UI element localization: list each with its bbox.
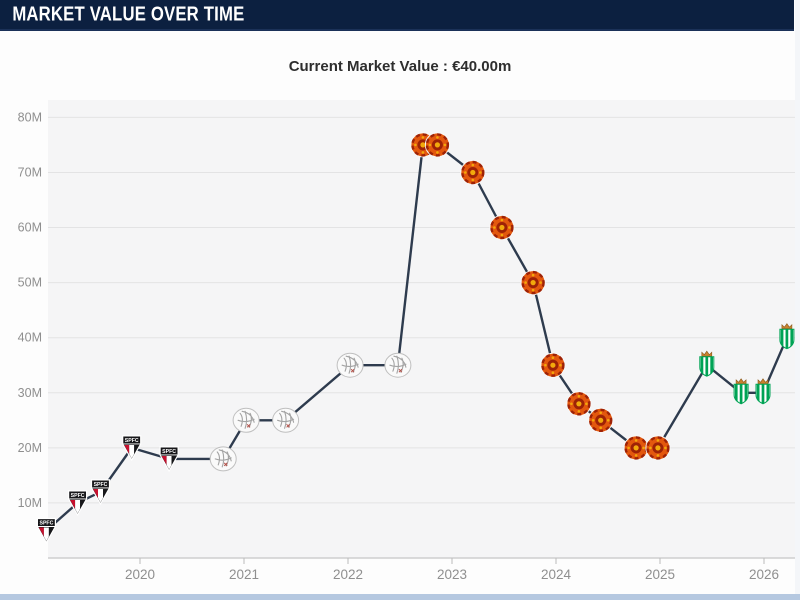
data-point-ajax[interactable] bbox=[232, 407, 260, 433]
y-axis-label: 80M bbox=[18, 110, 42, 124]
data-point-ajax[interactable] bbox=[336, 352, 364, 378]
x-axis-label: 2024 bbox=[541, 567, 572, 582]
plot-area bbox=[48, 100, 795, 558]
data-point-manchester-united[interactable] bbox=[488, 214, 516, 241]
data-point-manchester-united[interactable] bbox=[587, 407, 614, 434]
y-axis-label: 60M bbox=[18, 221, 42, 235]
data-point-ajax[interactable] bbox=[384, 352, 412, 378]
x-axis-label: 2022 bbox=[333, 567, 363, 582]
y-axis-label: 40M bbox=[18, 331, 42, 345]
x-axis-label: 2026 bbox=[749, 567, 779, 582]
right-edge-strip bbox=[795, 0, 800, 600]
x-axis-label: 2025 bbox=[645, 567, 675, 582]
page-title: MARKET VALUE OVER TIME bbox=[12, 2, 245, 26]
data-point-real-betis[interactable] bbox=[756, 379, 770, 405]
data-point-ajax[interactable] bbox=[209, 446, 237, 472]
page-header: MARKET VALUE OVER TIME bbox=[0, 0, 794, 31]
data-point-manchester-united[interactable] bbox=[424, 131, 451, 159]
bottom-edge-strip bbox=[0, 594, 800, 600]
y-axis-label: 70M bbox=[18, 165, 42, 179]
data-point-manchester-united[interactable] bbox=[644, 434, 672, 462]
data-point-manchester-united[interactable] bbox=[622, 434, 650, 462]
y-axis-label: 30M bbox=[18, 386, 42, 400]
data-point-manchester-united[interactable] bbox=[459, 159, 486, 186]
data-point-ajax[interactable] bbox=[272, 407, 300, 433]
x-axis-label: 2021 bbox=[229, 567, 259, 582]
y-axis-label: 10M bbox=[18, 496, 42, 510]
data-point-manchester-united[interactable] bbox=[519, 269, 547, 296]
current-market-value-label: Current Market Value : €40.00m bbox=[288, 58, 512, 75]
data-point-real-betis[interactable] bbox=[780, 324, 794, 350]
x-axis-label: 2020 bbox=[125, 567, 155, 582]
data-point-manchester-united[interactable] bbox=[539, 352, 567, 379]
y-axis-label: 20M bbox=[18, 441, 42, 455]
x-axis-label: 2023 bbox=[437, 567, 467, 582]
y-axis-label: 50M bbox=[18, 276, 42, 290]
data-point-real-betis[interactable] bbox=[734, 379, 748, 405]
data-point-manchester-united[interactable] bbox=[565, 390, 593, 417]
data-point-real-betis[interactable] bbox=[700, 351, 714, 377]
